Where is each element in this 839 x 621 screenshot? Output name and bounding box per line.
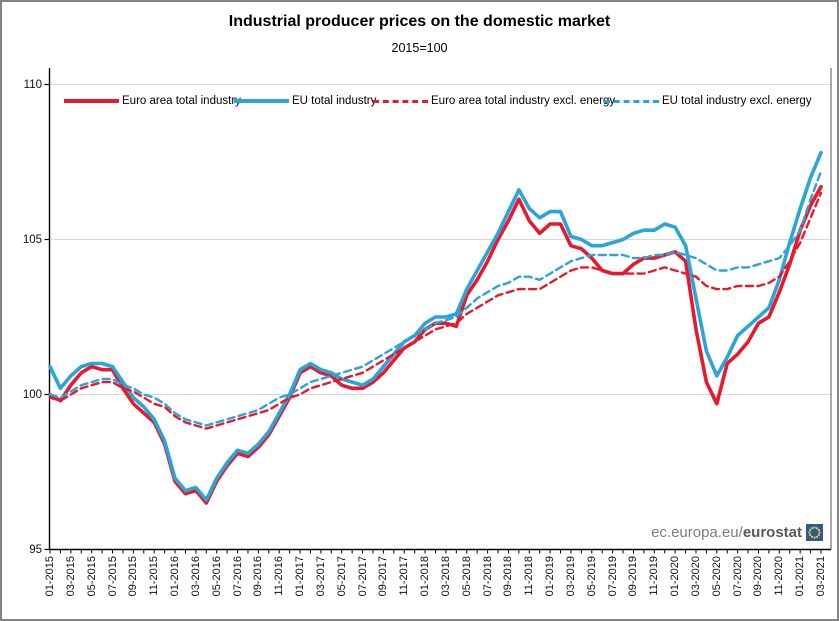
x-axis-label: 01-2017 [294, 556, 307, 597]
x-axis-label: 07-2018 [481, 556, 494, 597]
legend-swatch-red-dashed [373, 99, 428, 103]
chart-subtitle: 2015=100 [391, 41, 448, 55]
x-axis-label: 07-2020 [731, 556, 744, 597]
x-axis-label: 01-2018 [419, 556, 432, 597]
x-axis-label: 07-2015 [106, 556, 119, 597]
x-axis-label: 05-2018 [460, 556, 473, 597]
x-axis-label: 05-2019 [585, 556, 598, 597]
y-axis-label: 110 [23, 78, 42, 91]
x-axis-label: 03-2019 [564, 556, 577, 597]
x-axis-label: 03-2016 [189, 556, 202, 597]
legend-entry-eu-excl-energy: EU total industry excl. energy [604, 94, 812, 108]
x-axis-label: 03-2017 [314, 556, 327, 597]
x-axis-label: 11-2015 [148, 556, 161, 596]
x-axis-label: 07-2016 [231, 556, 244, 597]
x-axis-label: 03-2020 [689, 556, 702, 597]
x-axis-label: 01-2021 [794, 556, 807, 597]
x-axis-label: 01-2016 [169, 556, 182, 597]
eu-flag-icon [806, 523, 823, 541]
x-axis-label: 03-2021 [815, 556, 827, 597]
x-axis-label: 07-2019 [606, 556, 619, 597]
x-axis-label: 05-2020 [710, 556, 723, 597]
x-axis-label: 09-2020 [752, 556, 765, 597]
x-axis-label: 11-2018 [523, 556, 536, 596]
x-axis-label: 11-2019 [648, 556, 661, 596]
x-axis-label: 11-2020 [773, 556, 786, 596]
watermark-text: ec.europa.eu/eurostat [651, 523, 802, 541]
x-axis-label: 05-2015 [85, 556, 98, 597]
legend-label: EU total industry excl. energy [662, 95, 812, 107]
legend-label: Euro area total industry excl. energy [431, 95, 616, 107]
legend-entry-eu-total: EU total industry [234, 94, 376, 108]
y-axis-label: 95 [29, 543, 42, 556]
legend-entry-euro-area-excl-energy: Euro area total industry excl. energy [373, 94, 615, 108]
legend: Euro area total industry EU total indust… [2, 94, 837, 110]
x-axis-label: 01-2019 [544, 556, 557, 597]
legend-entry-euro-area-total: Euro area total industry [64, 94, 241, 108]
y-axis-label: 100 [22, 388, 42, 401]
x-axis-label: 07-2017 [356, 556, 369, 597]
x-axis-label: 09-2017 [377, 556, 390, 597]
x-axis-label: 01-2015 [44, 556, 56, 597]
legend-label: EU total industry [292, 95, 377, 107]
x-axis-label: 09-2019 [627, 556, 640, 597]
x-axis-label: 05-2016 [210, 556, 223, 597]
legend-swatch-red-solid [64, 99, 119, 103]
legend-swatch-blue-solid [234, 99, 289, 103]
x-axis-label: 09-2018 [502, 556, 515, 597]
x-axis-label: 03-2018 [439, 556, 452, 597]
chart-title: Industrial producer prices on the domest… [228, 13, 611, 30]
y-axis-label: 105 [22, 233, 42, 246]
x-axis-label: 09-2016 [252, 556, 265, 597]
eurostat-watermark: ec.europa.eu/eurostat [651, 523, 823, 541]
legend-label: Euro area total industry [122, 95, 241, 107]
x-axis-label: 11-2017 [398, 556, 411, 596]
legend-swatch-blue-dashed [604, 99, 659, 103]
x-axis-label: 11-2016 [273, 556, 286, 596]
x-axis-label: 03-2015 [64, 556, 77, 597]
x-axis-label: 01-2020 [669, 556, 682, 597]
x-axis-label: 05-2017 [335, 556, 348, 597]
x-axis-label: 09-2015 [127, 556, 140, 597]
